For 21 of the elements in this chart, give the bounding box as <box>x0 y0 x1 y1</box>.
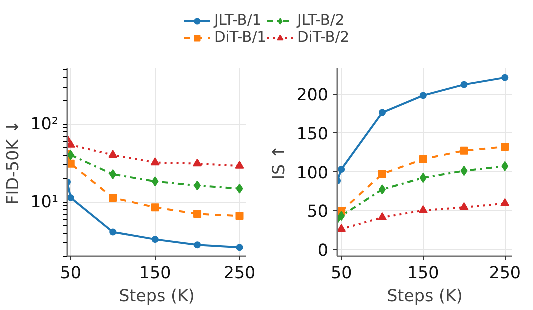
legend-label: JLT-B/1 <box>214 12 262 29</box>
y-tick-label: 200 <box>296 86 329 105</box>
y-tick-label: 0 <box>318 241 329 260</box>
x-tick-label: 250 <box>224 264 256 282</box>
x-tick-label: 150 <box>407 264 440 282</box>
x-tick-label: 150 <box>139 264 172 282</box>
legend-label: JLT-B/2 <box>298 12 345 29</box>
y-tick-label: 10¹ <box>30 192 59 212</box>
y-tick-label: 50 <box>307 202 329 222</box>
y-axis-title: FID-50K ↓ <box>4 120 23 205</box>
y-tick-label: 10² <box>30 114 59 134</box>
y-tick-label: 100 <box>296 163 329 182</box>
x-tick-label: 50 <box>60 264 82 282</box>
x-tick-label: 50 <box>330 264 352 282</box>
x-axis-title: Steps (K) <box>119 286 195 306</box>
x-tick-label: 250 <box>489 264 522 282</box>
x-axis-title: Steps (K) <box>387 286 463 306</box>
legend-label: DiT-B/2 <box>298 29 350 46</box>
y-tick-label: 150 <box>296 124 329 144</box>
legend-label: DiT-B/1 <box>214 29 266 46</box>
y-axis-title: IS ↑ <box>270 145 289 180</box>
